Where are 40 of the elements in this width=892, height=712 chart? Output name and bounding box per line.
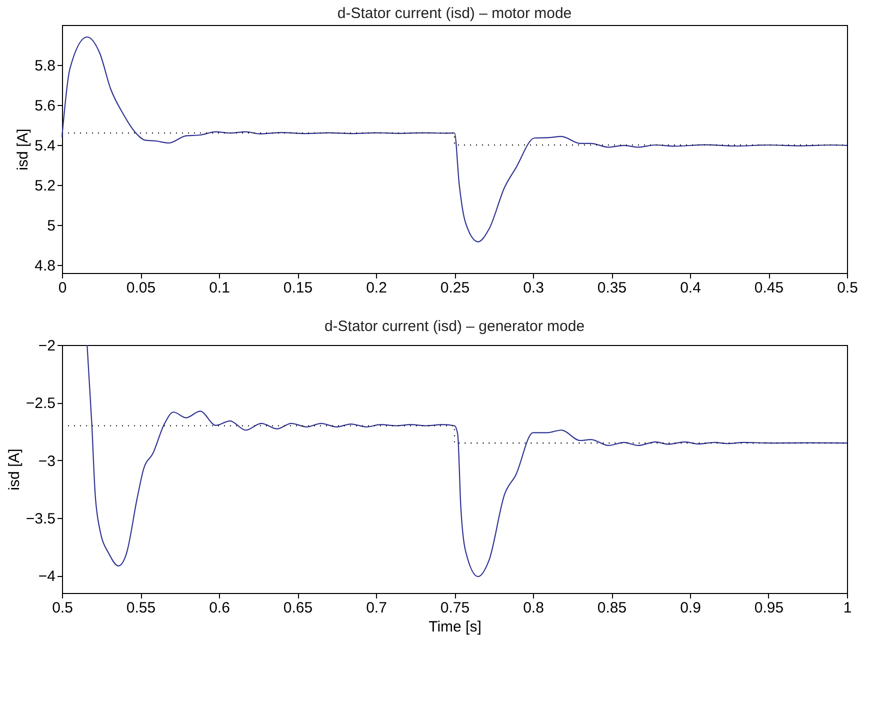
x-tick-label: 0.55 — [126, 600, 156, 616]
line-series — [86, 344, 848, 578]
y-tick-label: 5.4 — [34, 138, 56, 154]
x-axis-title: Time [s] — [428, 618, 482, 636]
x-tick-label: 0.5 — [837, 280, 858, 296]
x-tick-label: 0.1 — [209, 280, 230, 296]
x-tick-label: 0.15 — [283, 280, 313, 296]
y-tick-label: 5 — [47, 218, 56, 234]
y-tick-label: 5.8 — [34, 58, 56, 74]
y-tick-label: −3.5 — [26, 510, 56, 528]
x-tick-label: 0.35 — [597, 280, 627, 296]
x-tick-label: 0.25 — [440, 280, 470, 296]
y-tick-label: 4.8 — [34, 258, 56, 274]
x-tick-label: 0.8 — [523, 600, 544, 616]
y-axis-title: isd [A] — [14, 128, 32, 170]
x-tick-label: 0.5 — [52, 600, 73, 616]
y-tick-label: −4 — [38, 568, 56, 586]
x-tick-label: 1 — [843, 600, 852, 616]
y-tick-label: −3 — [38, 452, 56, 470]
x-tick-label: 0.4 — [680, 280, 701, 296]
x-tick-label: 0.9 — [680, 600, 701, 616]
x-tick-label: 0.05 — [126, 280, 156, 296]
x-tick-label: 0.45 — [754, 280, 784, 296]
x-tick-label: 0 — [58, 280, 67, 296]
line-series — [61, 36, 848, 242]
x-tick-label: 0.95 — [754, 600, 784, 616]
chart-title: d-Stator current (isd) – generator mode — [324, 318, 585, 335]
x-tick-label: 0.6 — [209, 600, 230, 616]
x-tick-label: 0.75 — [440, 600, 470, 616]
x-tick-label: 0.65 — [283, 600, 313, 616]
y-axis-title: isd [A] — [6, 448, 23, 490]
x-tick-label: 0.2 — [366, 280, 387, 296]
x-tick-label: 0.7 — [366, 600, 387, 616]
x-tick-label: 0.85 — [597, 600, 627, 616]
x-tick-label: 0.3 — [523, 280, 544, 296]
y-tick-label: −2.5 — [26, 395, 56, 412]
y-tick-label: 5.6 — [34, 98, 56, 114]
chart-title: d-Stator current (isd) – motor mode — [337, 5, 572, 22]
y-tick-label: 5.2 — [34, 178, 56, 194]
y-tick-label: −2 — [38, 338, 56, 354]
